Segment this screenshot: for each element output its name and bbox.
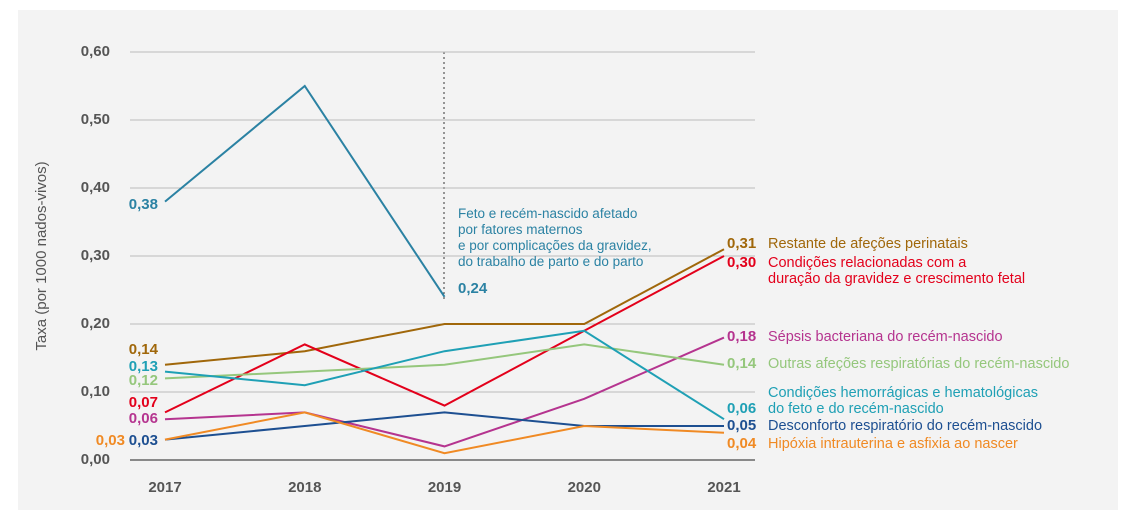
- value-label: 0,12: [129, 372, 158, 389]
- value-label: 0,24: [458, 280, 488, 297]
- series-line: [164, 343, 725, 380]
- series-line: [164, 411, 724, 441]
- series-line: [164, 329, 725, 421]
- x-tick-label: 2017: [148, 479, 181, 496]
- x-tick-label: 2019: [428, 479, 461, 496]
- series-line: [164, 255, 725, 414]
- x-tick-label: 2018: [288, 479, 321, 496]
- y-axis-label: Taxa (por 1000 nados-vivos): [33, 161, 50, 350]
- legend-entry: Desconforto respiratório do recém-nascid…: [768, 418, 1043, 434]
- value-label: 0,03: [96, 432, 125, 449]
- value-label: 0,13: [129, 358, 158, 375]
- series-line: [164, 336, 725, 448]
- value-label: 0,31: [727, 235, 756, 252]
- value-label: 0,04: [727, 435, 757, 452]
- y-tick-label: 0,50: [81, 111, 110, 128]
- value-label: 0,06: [727, 400, 756, 417]
- y-tick-label: 0,60: [81, 43, 110, 60]
- x-tick-label: 2021: [707, 479, 740, 496]
- panel: [18, 10, 1118, 510]
- value-label: 0,14: [727, 355, 757, 372]
- y-tick-label: 0,10: [81, 383, 110, 400]
- value-label: 0,07: [129, 394, 158, 411]
- x-tick-label: 2020: [568, 479, 601, 496]
- value-label: 0,14: [129, 341, 159, 358]
- value-label: 0,18: [727, 328, 756, 345]
- legend-entry: Hipóxia intrauterina e asfixia ao nascer: [768, 436, 1018, 452]
- value-label: 0,05: [727, 417, 756, 434]
- legend-entry: Feto e recém-nascido afetado por fatores…: [458, 206, 652, 269]
- value-label: 0,30: [727, 254, 756, 271]
- value-label: 0,38: [129, 196, 158, 213]
- legend-entry: Sépsis bacteriana do recém-nascido: [768, 329, 1003, 345]
- legend-entry: Restante de afeções perinatais: [768, 236, 968, 252]
- legend-entry: Condições relacionadas com a duração da …: [768, 255, 1026, 287]
- value-label: 0,06: [129, 410, 158, 427]
- y-tick-label: 0,00: [81, 451, 110, 468]
- legend-entry: Outras afeções respiratórias do recém-na…: [768, 356, 1070, 372]
- series-line: [164, 411, 725, 455]
- legend-entry: Condições hemorrágicas e hematológicas d…: [768, 385, 1039, 417]
- y-tick-label: 0,20: [81, 315, 110, 332]
- y-tick-label: 0,30: [81, 247, 110, 264]
- value-label: 0,03: [129, 432, 158, 449]
- series-line: [164, 248, 725, 366]
- series-line: [164, 84, 446, 298]
- y-tick-label: 0,40: [81, 179, 110, 196]
